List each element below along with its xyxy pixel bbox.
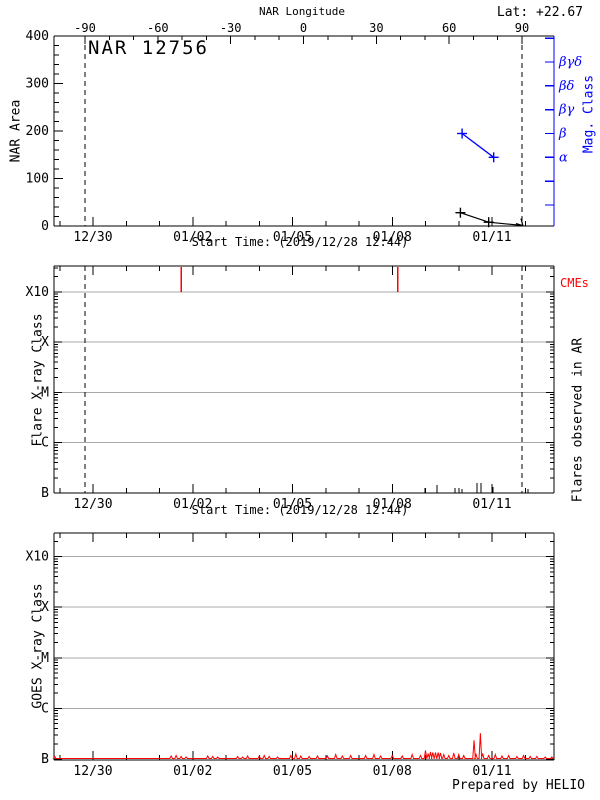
limb-crossing-lines (84, 36, 523, 493)
mag-tick-label: β (558, 126, 567, 141)
latitude-label: Lat: +22.67 (496, 5, 583, 20)
date-tick-label: 01/05 (273, 230, 312, 245)
panel-frames (53, 35, 555, 761)
goes-class-label: C (41, 701, 49, 716)
mag-tick-label: βγδ (558, 55, 582, 70)
lon-tick-label: -30 (220, 21, 242, 35)
date-tick-label: 01/08 (373, 497, 412, 512)
longitude-tick-labels: -90 -60 -30 0 30 60 90 (74, 21, 529, 35)
mag-class-axis-label: Mag. Class (581, 74, 597, 154)
date-tick-label: 01/08 (373, 230, 412, 245)
goes-class-label: X (41, 600, 49, 615)
lon-tick-label: 90 (515, 21, 529, 35)
lon-tick-label: -90 (74, 21, 96, 35)
date-tick-label: 01/02 (173, 764, 212, 779)
flare-class-label: X10 (26, 285, 49, 300)
mag-tick-label: βγ (558, 103, 575, 118)
mag-tick-label: α (559, 150, 568, 165)
longitude-axis (84, 36, 523, 44)
date-tick-label: 01/08 (373, 764, 412, 779)
date-tick-label: 01/11 (472, 497, 511, 512)
lon-tick-label: 60 (442, 21, 456, 35)
area-tick-labels: 0 100 200 300 400 (26, 29, 49, 234)
cme-ticks (180, 267, 399, 292)
goes-class-label: B (41, 752, 49, 767)
class-labels: X10 X10 X X M M C C B B (26, 285, 50, 767)
cme-label: CMEs (560, 276, 589, 290)
date-tick-label: 12/30 (73, 497, 112, 512)
goes-flux-curve (52, 733, 554, 759)
date-tick-label: 01/02 (173, 497, 212, 512)
date-tick-label: 01/11 (472, 230, 511, 245)
lon-tick-label: -60 (147, 21, 169, 35)
flare-class-label: M (41, 385, 49, 400)
goes-ylabel: GOES X-ray Class (30, 583, 46, 709)
top-axis-title: NAR Longitude (258, 5, 346, 18)
mag-axis-ticks (545, 37, 554, 206)
date-tick-label: 12/30 (73, 764, 112, 779)
lon-tick-label: 30 (369, 21, 383, 35)
flare-class-label: B (41, 486, 49, 501)
mag-tick-labels: βγδ βδ βγ βα (558, 55, 582, 165)
area-ylabel: NAR Area (8, 99, 24, 163)
date-tick-label: 12/30 (73, 230, 112, 245)
flares-observed-label: Flares observed in AR (570, 337, 586, 503)
region-title: NAR 12756 (88, 37, 209, 59)
date-tick-label: 01/02 (173, 230, 212, 245)
date-labels: 12/30 12/30 12/30 01/02 01/02 01/02 01/05 01/05… (73, 230, 511, 779)
footer-credit: Prepared by HELIO (451, 778, 585, 793)
area-tick-label: 400 (26, 29, 49, 44)
mag-series (457, 128, 499, 163)
start-time-label-2: Start Time: (2019/12/28 12:44) (191, 503, 409, 517)
area-tick-label: 200 (26, 124, 49, 139)
date-tick-label: 01/11 (472, 764, 511, 779)
start-time-label-1: Start Time: (2019/12/28 12:44) (191, 235, 409, 249)
goes-log-ticks (54, 540, 554, 760)
lon-tick-label: 0 (300, 21, 307, 35)
date-tick-label: 01/05 (273, 497, 312, 512)
goes-class-label: M (41, 651, 49, 666)
area-tick-label: 100 (26, 172, 49, 187)
area-axis-ticks (54, 35, 63, 227)
flare-class-label: X (41, 335, 49, 350)
flare-ylabel: Flare X-ray Class (30, 313, 46, 447)
flare-class-label: C (41, 436, 49, 451)
flare-log-ticks (54, 267, 554, 494)
area-tick-label: 300 (26, 77, 49, 92)
gridlines (54, 291, 554, 709)
flare-ticks (424, 482, 529, 493)
goes-class-label: X10 (26, 550, 49, 565)
mag-tick-label: βδ (558, 79, 575, 94)
area-series (455, 207, 524, 228)
date-tick-label: 01/05 (273, 764, 312, 779)
area-tick-label: 0 (41, 219, 49, 234)
